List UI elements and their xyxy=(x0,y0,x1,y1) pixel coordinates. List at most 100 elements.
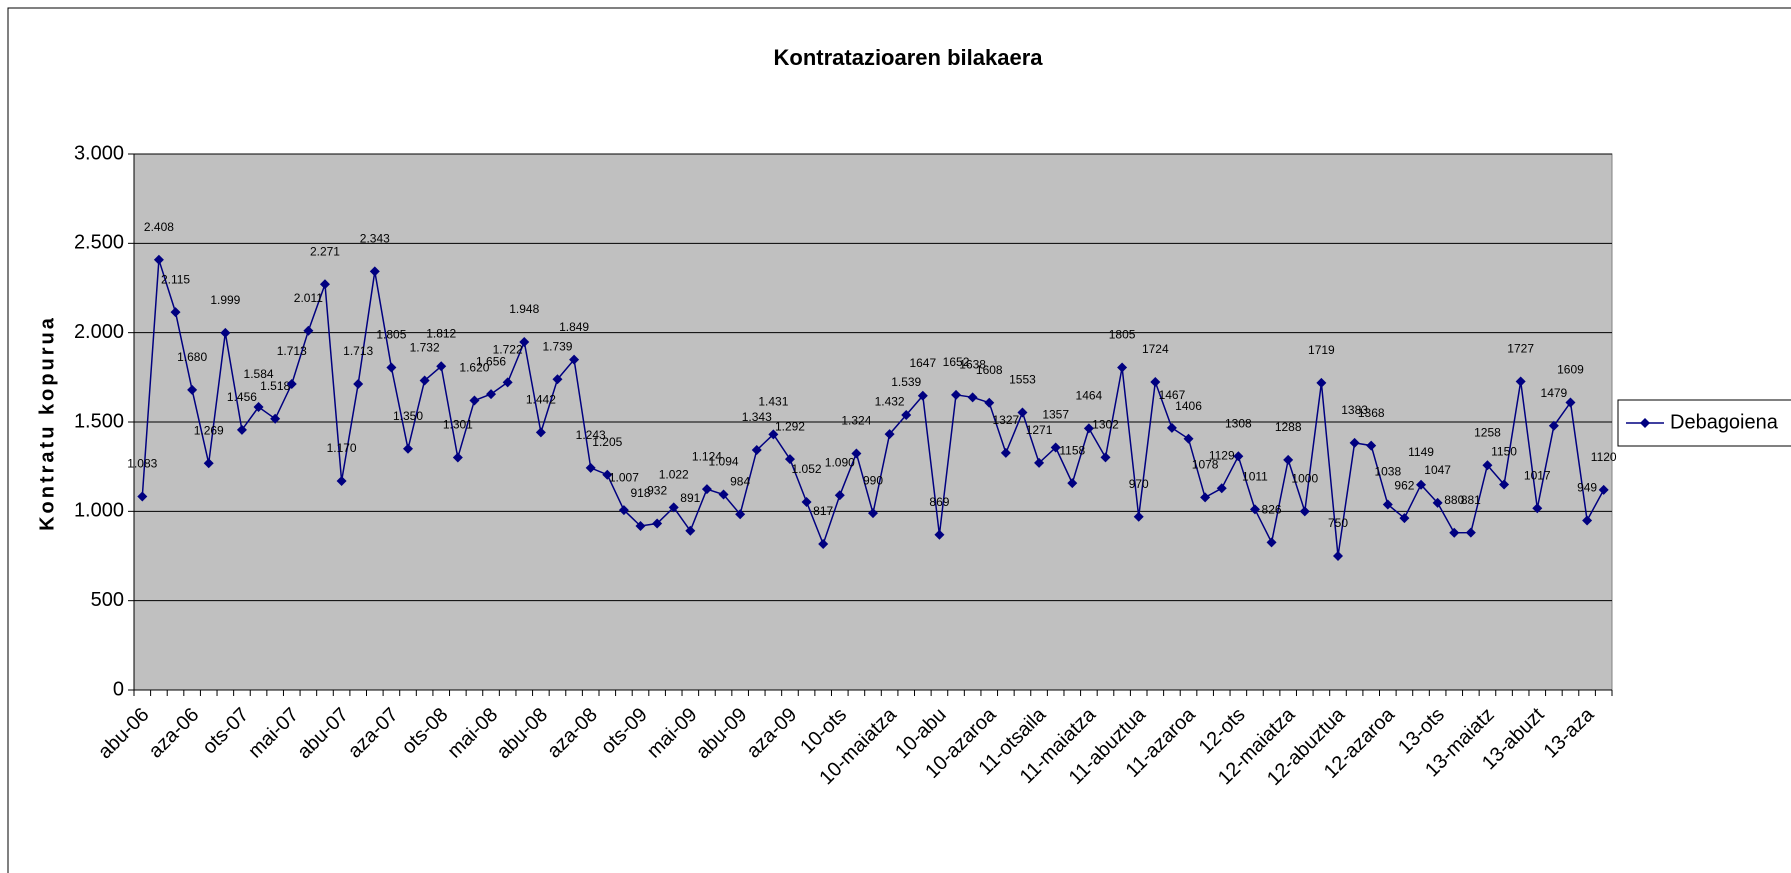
y-tick-label: 0 xyxy=(113,678,124,700)
data-point xyxy=(751,445,762,456)
data-point xyxy=(1499,479,1510,490)
data-point xyxy=(818,539,829,550)
data-label: 1129 xyxy=(1209,448,1235,462)
data-label: 1.442 xyxy=(526,393,556,407)
data-label: 1464 xyxy=(1076,389,1103,403)
data-label: 1479 xyxy=(1541,386,1568,400)
data-point xyxy=(1283,454,1294,465)
data-point xyxy=(236,424,247,435)
data-point xyxy=(1083,423,1094,434)
data-label: 984 xyxy=(730,474,750,488)
data-point xyxy=(685,525,696,536)
data-point xyxy=(1117,362,1128,373)
data-label: 1.292 xyxy=(775,419,805,433)
data-label: 1.007 xyxy=(609,470,639,484)
data-label: 2.115 xyxy=(161,272,190,286)
y-tick-label: 500 xyxy=(91,589,124,611)
data-label: 1.739 xyxy=(542,339,572,353)
data-point xyxy=(951,389,962,400)
data-point xyxy=(967,392,978,403)
data-point xyxy=(834,490,845,501)
data-label: 1638 xyxy=(959,358,986,372)
legend-marker xyxy=(1640,418,1650,428)
data-point xyxy=(336,475,347,486)
data-label: 1149 xyxy=(1408,445,1434,459)
data-point xyxy=(718,489,729,500)
data-label: 1271 xyxy=(1026,423,1053,437)
data-label: 1000 xyxy=(1291,472,1318,486)
data-label: 1805 xyxy=(1109,328,1136,342)
data-label: 1038 xyxy=(1374,465,1401,479)
y-axis-title: Kontratu kopurua xyxy=(36,315,58,531)
data-label: 1.456 xyxy=(227,390,257,404)
data-label: 1.584 xyxy=(244,367,274,381)
data-point xyxy=(635,520,646,531)
data-point xyxy=(1565,397,1576,408)
data-label: 817 xyxy=(813,504,833,518)
data-point xyxy=(1050,442,1061,453)
data-label: 881 xyxy=(1461,493,1481,507)
data-point xyxy=(569,354,580,365)
data-point xyxy=(1332,551,1343,561)
data-point xyxy=(1432,497,1443,508)
data-point xyxy=(552,374,563,385)
data-point xyxy=(170,307,181,318)
data-label: 1553 xyxy=(1009,373,1036,387)
data-point xyxy=(403,443,414,454)
data-point xyxy=(1598,484,1609,495)
chart-title: Kontratazioaren bilakaera xyxy=(774,45,1044,70)
data-point xyxy=(1183,433,1194,444)
data-label: 2.408 xyxy=(144,220,174,234)
data-label: 918 xyxy=(630,486,650,500)
data-label: 1158 xyxy=(1059,443,1085,457)
data-label: 990 xyxy=(863,473,883,487)
data-label: 1608 xyxy=(976,363,1003,377)
data-point xyxy=(768,429,779,440)
data-point xyxy=(1366,440,1377,451)
data-label: 826 xyxy=(1262,503,1282,517)
data-label: 1302 xyxy=(1092,418,1119,432)
data-label: 1011 xyxy=(1242,470,1268,484)
data-label: 1.518 xyxy=(260,379,290,393)
data-point xyxy=(1449,527,1460,538)
data-point xyxy=(1000,447,1011,458)
data-point xyxy=(1233,451,1244,462)
data-point xyxy=(1034,457,1045,468)
data-label: 1647 xyxy=(909,356,936,370)
data-label: 2.271 xyxy=(310,244,340,258)
data-label: 1.094 xyxy=(709,455,739,469)
data-label: 1.301 xyxy=(443,418,473,432)
data-label: 1.343 xyxy=(742,410,772,424)
data-label: 1.732 xyxy=(410,341,440,355)
data-label: 1467 xyxy=(1159,388,1186,402)
data-point xyxy=(1100,452,1111,463)
data-point xyxy=(735,509,746,520)
data-point xyxy=(519,336,530,347)
data-label: 1.324 xyxy=(841,414,871,428)
data-label: 1.022 xyxy=(659,468,689,482)
data-label: 1047 xyxy=(1424,463,1451,477)
data-label: 1406 xyxy=(1175,399,1202,413)
data-point xyxy=(270,413,281,424)
data-point xyxy=(934,529,945,540)
data-point xyxy=(1399,513,1410,524)
data-label: 962 xyxy=(1394,478,1414,492)
data-label: 1.269 xyxy=(194,423,224,437)
data-point xyxy=(868,508,878,519)
data-label: 1609 xyxy=(1557,363,1584,377)
data-point xyxy=(1465,527,1476,538)
data-label: 1327 xyxy=(993,413,1020,427)
data-label: 1.812 xyxy=(426,326,456,340)
data-label: 1.948 xyxy=(509,302,539,316)
data-point xyxy=(486,389,497,400)
data-point xyxy=(851,448,862,459)
data-point xyxy=(353,378,364,389)
data-label: 1.713 xyxy=(277,344,307,358)
data-label: 1.124 xyxy=(692,449,722,463)
data-label: 1.680 xyxy=(177,350,207,364)
data-point xyxy=(220,327,231,338)
data-point xyxy=(1166,422,1177,433)
data-point xyxy=(801,497,812,508)
data-label: 1.805 xyxy=(376,328,406,342)
data-point xyxy=(535,427,546,438)
